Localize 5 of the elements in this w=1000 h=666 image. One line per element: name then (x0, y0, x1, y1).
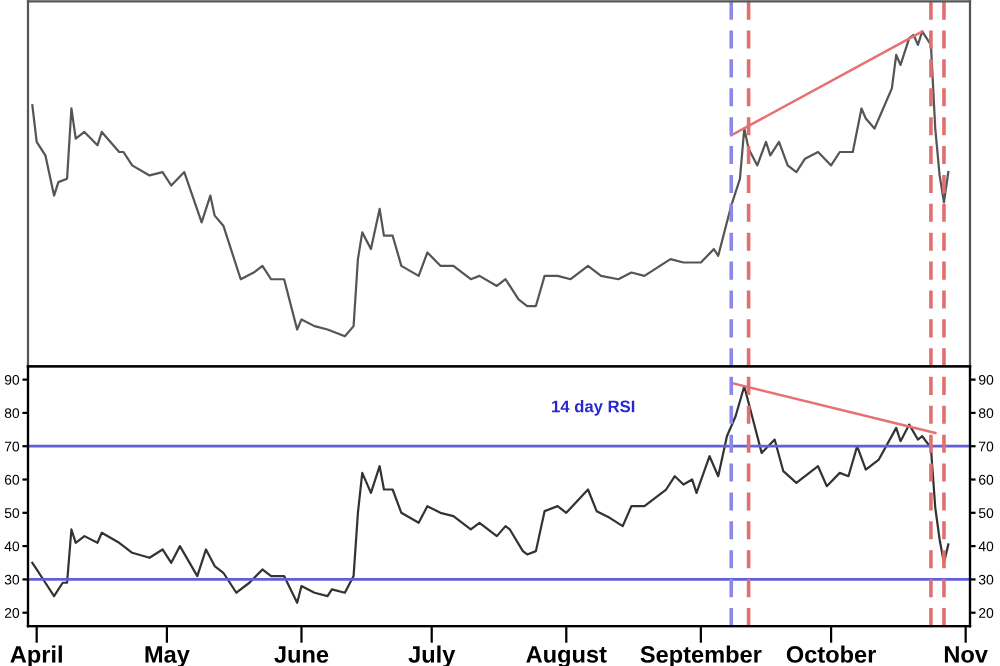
annotation: 14 day RSI (552, 400, 635, 416)
x-tick-label: Nov (944, 646, 988, 663)
x-tick-label: June (274, 646, 329, 663)
x-tick-label: October (786, 645, 876, 663)
line-series (31, 385, 950, 604)
